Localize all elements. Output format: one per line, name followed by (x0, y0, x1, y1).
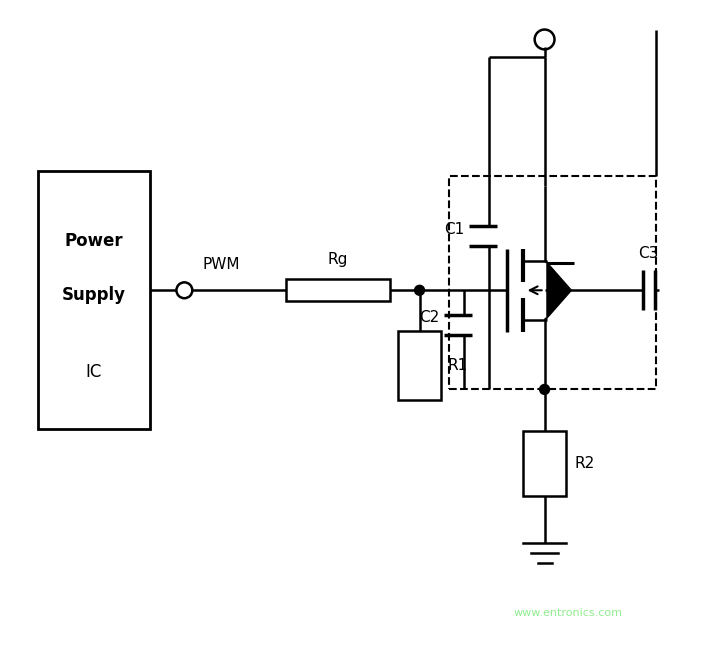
Polygon shape (547, 262, 571, 318)
Text: R2: R2 (574, 456, 594, 472)
Text: PWM: PWM (202, 258, 240, 273)
Circle shape (539, 384, 549, 394)
Text: C3: C3 (638, 245, 659, 260)
FancyBboxPatch shape (523, 431, 566, 495)
Text: C2: C2 (419, 309, 440, 324)
FancyBboxPatch shape (38, 171, 150, 429)
FancyBboxPatch shape (286, 279, 390, 301)
FancyBboxPatch shape (398, 331, 441, 401)
Circle shape (414, 286, 424, 295)
Text: www.entronics.com: www.entronics.com (514, 609, 623, 618)
Text: Power: Power (64, 232, 123, 250)
Text: IC: IC (85, 363, 102, 381)
Text: Supply: Supply (61, 286, 126, 304)
Text: Rg: Rg (328, 253, 348, 267)
Text: C1: C1 (444, 222, 464, 237)
Text: R1: R1 (448, 358, 468, 373)
